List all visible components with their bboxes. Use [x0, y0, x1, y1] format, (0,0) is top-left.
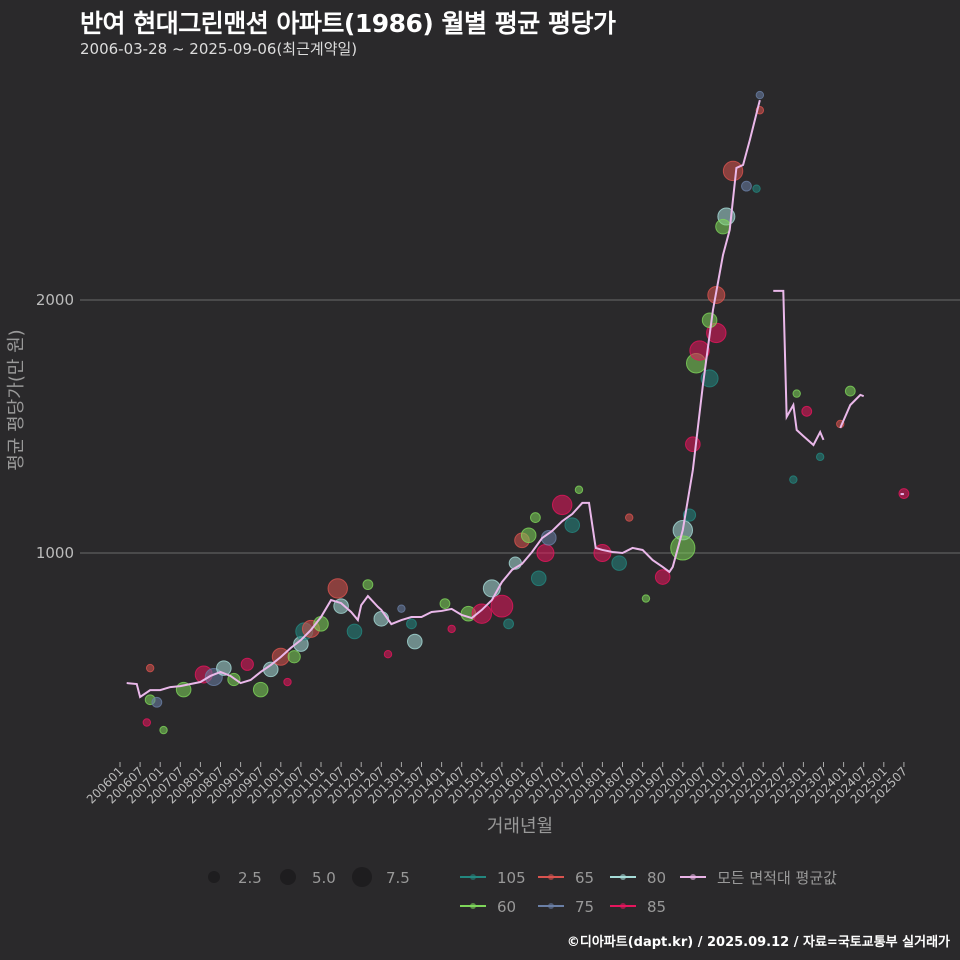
- chart-title: 반여 현대그린맨션 아파트(1986) 월별 평균 평당가: [80, 9, 616, 38]
- legend-marker-4: [470, 903, 476, 909]
- legend-label: 105: [497, 869, 526, 887]
- legend-marker-0: [470, 874, 476, 880]
- data-point-60: [520, 527, 537, 544]
- data-point-75: [755, 90, 765, 100]
- data-point-85: [283, 677, 292, 687]
- chart-subtitle: 2006-03-28 ~ 2025-09-06(최근계약일): [80, 40, 358, 58]
- data-point-105: [611, 555, 627, 571]
- data-point-60: [574, 485, 584, 494]
- data-point-105: [564, 517, 581, 533]
- size-legend-label: 5.0: [312, 869, 336, 887]
- source-caption: ©디아파트(dapt.kr) / 2025.09.12 / 자료=국토교통부 실…: [566, 935, 950, 950]
- data-point-60: [641, 594, 651, 603]
- data-point-65: [625, 513, 634, 522]
- size-legend-circle: [280, 869, 296, 885]
- data-point-105: [530, 570, 547, 587]
- legend-label: 85: [647, 898, 666, 916]
- data-point-60: [670, 535, 696, 561]
- data-point-75: [151, 696, 163, 708]
- data-point-85: [447, 624, 456, 634]
- legend-label: 80: [647, 869, 666, 887]
- data-point-105: [346, 623, 363, 640]
- data-point-85: [142, 718, 152, 727]
- data-point-60: [252, 681, 269, 698]
- legend-marker-3: [690, 874, 696, 880]
- data-point-60: [844, 385, 856, 397]
- legend-marker-6: [620, 903, 626, 909]
- size-legend-label: 2.5: [238, 869, 262, 887]
- size-legend-circle: [208, 871, 220, 883]
- data-point-60: [530, 512, 541, 523]
- data-point-65: [722, 160, 744, 182]
- data-point-105: [789, 475, 798, 484]
- y-tick-label: 2000: [36, 291, 74, 309]
- data-point-65: [327, 578, 348, 599]
- average-line: [126, 99, 761, 699]
- data-point-60: [287, 650, 301, 664]
- data-point-85: [490, 594, 514, 618]
- legend-marker-2: [620, 874, 626, 880]
- legend-label: 모든 면적대 평균값: [717, 869, 837, 887]
- y-tick-label: 1000: [36, 544, 74, 562]
- average-line: [773, 289, 825, 447]
- data-point-85: [536, 544, 555, 562]
- legend-marker-1: [548, 874, 554, 880]
- legend-label: 60: [497, 898, 516, 916]
- data-point-60: [159, 725, 168, 735]
- data-point-60: [715, 218, 731, 235]
- data-point-105: [752, 184, 761, 193]
- data-point-75: [741, 180, 752, 192]
- size-legend-label: 7.5: [386, 869, 410, 887]
- data-point-105: [815, 452, 825, 462]
- data-point-80: [407, 633, 423, 650]
- y-axis-title: 평균 평당가(만 원): [6, 329, 27, 470]
- data-point-60: [701, 312, 718, 329]
- data-point-60: [362, 579, 374, 591]
- size-legend-circle: [352, 867, 372, 887]
- data-point-75: [397, 604, 406, 613]
- data-point-60: [439, 598, 451, 609]
- legend-label: 65: [575, 869, 594, 887]
- data-point-85: [801, 405, 813, 417]
- data-point-85: [552, 494, 573, 516]
- x-axis-title: 거래년월: [487, 816, 553, 837]
- data-point-105: [503, 618, 515, 630]
- data-point-105: [406, 618, 417, 630]
- legend-label: 75: [575, 898, 594, 916]
- data-point-65: [145, 663, 155, 673]
- data-point-85: [685, 436, 701, 453]
- data-point-60: [792, 389, 801, 398]
- data-point-85: [654, 569, 671, 585]
- data-point-85: [383, 650, 393, 659]
- legend-marker-5: [548, 903, 554, 909]
- data-point-85: [471, 603, 492, 624]
- average-line: [839, 393, 865, 429]
- data-point-85: [240, 657, 254, 671]
- data-point-85: [689, 340, 710, 361]
